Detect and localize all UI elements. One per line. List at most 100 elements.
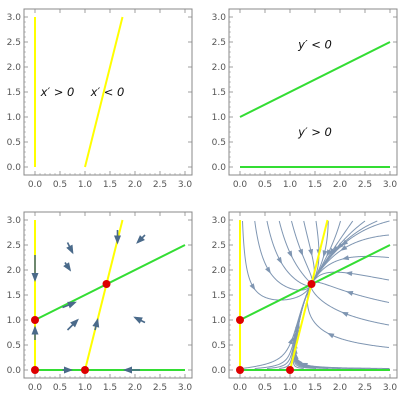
y-tick-label: 2.0 [212,266,227,276]
stream-arrow-head [265,266,271,274]
x-tick-label: 2.0 [128,383,143,393]
x-tick-label: 1.0 [283,180,298,190]
stream-arrow-head [288,337,293,345]
stream-arrow-head [287,250,293,258]
y-tick-label: 2.5 [212,38,226,48]
x-nullcline-panel: 0.0 0.5 1.0 1.5 2.0 2.5 3.0 0.0 0.5 1.0 1.5 2.0 2.5 3… [0,0,200,200]
equilibrium-point [31,316,39,324]
y-tick-label: 0.5 [212,138,226,148]
equilibrium-point [236,316,244,324]
y-tick-label: 0.5 [7,341,21,351]
stream-arrow-head [276,256,283,265]
plot-frame [228,211,398,379]
streamline [294,284,353,369]
x-tick-label: 2.0 [333,180,348,190]
nullcline-line [289,219,329,371]
streamline [295,284,390,369]
stream-arrow-head [300,362,308,368]
y-tick-label: 0.0 [212,163,227,173]
streamline [306,284,390,348]
direction-field-panel: 0.0 0.5 1.0 1.5 2.0 2.5 3.0 0.0 0.5 1.0 1.5 2.0 2.5 3… [0,203,200,403]
streamline [311,220,378,284]
streamlines [242,220,390,369]
x-tick-label: 0.5 [258,383,272,393]
arrow-head [114,235,121,245]
y-tick-label: 3.0 [212,13,227,23]
stream-arrow-head [308,248,314,257]
x-tick-label: 2.5 [358,383,372,393]
stream-arrow-head [340,245,348,251]
x-tick-label: 0.0 [28,180,43,190]
stream-arrow-head [341,239,349,247]
arrow-head [123,366,132,374]
y-tick-label: 1.0 [212,113,227,123]
region-annotation: y′ > 0 [297,125,332,139]
region-annotation: x′ > 0 [40,85,75,99]
stream-arrow-head [332,245,340,253]
y-tick-label: 1.0 [212,316,227,326]
x-tick-label: 1.5 [308,180,322,190]
y-tick-label: 0.0 [7,366,22,376]
x-tick-label: 1.5 [103,383,117,393]
x-tick-label: 1.0 [78,180,93,190]
streamline [303,220,315,284]
arrow-head [133,316,143,324]
y-tick-label: 1.5 [212,88,226,98]
nullcline-line [84,219,124,371]
y-tick-label: 2.5 [7,38,21,48]
stream-arrow-head [345,291,354,296]
y-nullcline-plot: 0.0 0.5 1.0 1.5 2.0 2.5 3.0 0.0 0.5 1.0 1.5 2.0 2.5 3… [212,8,398,190]
stream-arrow-head [345,271,353,277]
nullcline-line [239,41,391,118]
x-tick-label: 2.5 [358,180,372,190]
streamline [311,234,390,284]
y-nullcline-panel: 0.0 0.5 1.0 1.5 2.0 2.5 3.0 0.0 0.5 1.0 1.5 2.0 2.5 3… [205,0,405,200]
nullcline-line [84,16,124,168]
arrow-head [92,318,100,328]
stream-arrow-head [249,283,256,291]
arrow-head [31,325,39,335]
x-tick-label: 3.0 [178,383,193,393]
direction-field-plot: 0.0 0.5 1.0 1.5 2.0 2.5 3.0 0.0 0.5 1.0 1.5 2.0 2.5 3… [7,211,193,393]
stream-arrow-head [322,250,328,258]
stream-plot-panel: 0.0 0.5 1.0 1.5 2.0 2.5 3.0 0.0 0.5 1.0 1.5 2.0 2.5 3… [205,203,405,403]
plot-frame [23,211,193,379]
x-tick-label: 0.5 [53,383,67,393]
y-tick-label: 1.5 [7,88,21,98]
equilibrium-point [102,280,111,288]
y-tick-label: 0.5 [7,138,21,148]
streamline [254,284,312,369]
plot-frame [228,8,398,176]
x-tick-label: 1.0 [78,383,93,393]
y-tick-label: 1.0 [7,316,22,326]
arrow-head [70,318,79,328]
stream-arrow-head [341,255,350,261]
x-tick-label: 2.0 [333,383,348,393]
y-tick-label: 0.0 [7,163,22,173]
y-tick-label: 3.0 [7,13,22,23]
x-tick-label: 0.0 [233,180,248,190]
x-tick-label: 3.0 [383,383,398,393]
region-annotation: y′ < 0 [297,38,332,52]
stream-arrow-head [336,242,344,250]
x-tick-label: 0.0 [233,383,248,393]
x-tick-label: 0.5 [258,180,272,190]
x-tick-label: 2.0 [128,180,143,190]
y-tick-label: 2.0 [7,63,22,73]
equilibrium-point [307,280,316,288]
arrow-head [64,366,73,374]
stream-arrow-head [298,248,304,257]
y-tick-label: 0.0 [212,366,227,376]
x-tick-label: 1.5 [308,383,322,393]
x-tick-label: 3.0 [178,180,193,190]
x-tick-label: 3.0 [383,180,398,190]
y-tick-label: 1.5 [7,291,21,301]
x-nullcline-plot: 0.0 0.5 1.0 1.5 2.0 2.5 3.0 0.0 0.5 1.0 1.5 2.0 2.5 3… [7,8,193,190]
x-tick-label: 2.5 [153,180,167,190]
stream-plot: 0.0 0.5 1.0 1.5 2.0 2.5 3.0 0.0 0.5 1.0 1.5 2.0 2.5 3… [212,211,398,393]
x-tick-label: 1.0 [283,383,298,393]
arrow-head [31,273,39,282]
stream-arrow-head [341,311,349,317]
equilibrium-point [31,366,39,374]
